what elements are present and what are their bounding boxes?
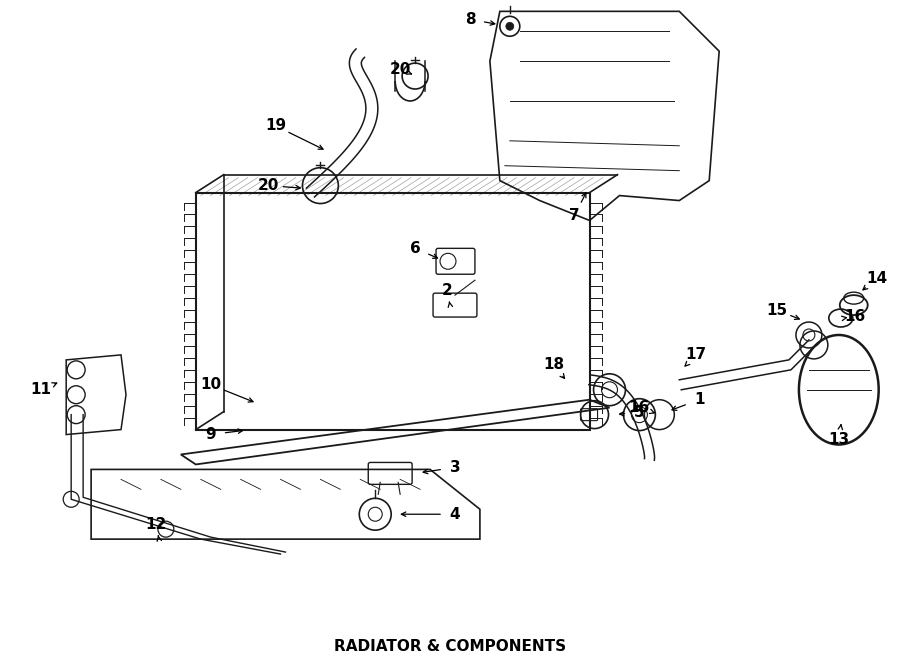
Text: 15: 15 xyxy=(767,303,788,318)
Text: 2: 2 xyxy=(442,283,453,298)
Text: 4: 4 xyxy=(450,506,460,522)
Text: 16: 16 xyxy=(844,308,866,324)
Text: 13: 13 xyxy=(828,432,850,447)
Text: 16: 16 xyxy=(629,400,650,415)
Text: 12: 12 xyxy=(145,516,166,532)
Text: 18: 18 xyxy=(543,357,564,372)
Text: RADIATOR & COMPONENTS: RADIATOR & COMPONENTS xyxy=(334,639,566,654)
Text: 14: 14 xyxy=(866,271,887,286)
Text: 20: 20 xyxy=(390,62,410,77)
Text: 17: 17 xyxy=(686,348,706,362)
Text: 19: 19 xyxy=(265,118,286,133)
Circle shape xyxy=(506,23,514,30)
Text: 5: 5 xyxy=(634,405,644,420)
Text: 20: 20 xyxy=(258,178,279,193)
Text: 10: 10 xyxy=(200,377,221,393)
Text: 8: 8 xyxy=(464,12,475,27)
Text: 1: 1 xyxy=(694,392,705,407)
Text: 6: 6 xyxy=(410,241,420,256)
Text: 11: 11 xyxy=(31,382,52,397)
Text: 7: 7 xyxy=(570,208,580,223)
Text: 3: 3 xyxy=(450,460,460,475)
Text: 9: 9 xyxy=(205,427,216,442)
